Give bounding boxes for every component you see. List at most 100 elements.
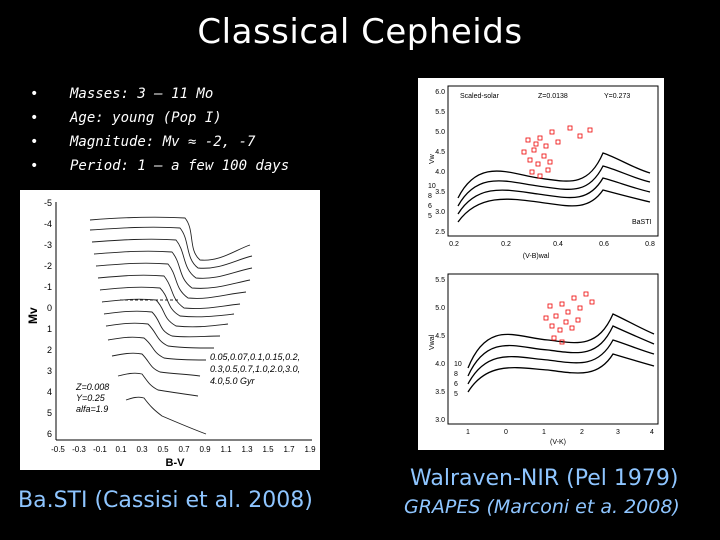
mass-label: 5 bbox=[428, 213, 432, 220]
y-tick-label: 3 bbox=[47, 366, 52, 376]
x-tick-label: 1.1 bbox=[220, 445, 232, 454]
bullet-list: • Masses: 3 – 11 Mo • Age: young (Pop I) •… bbox=[30, 82, 289, 178]
bullet-text: Masses: 3 – 11 Mo bbox=[70, 86, 214, 102]
y-tick-label: 5.0 bbox=[435, 305, 445, 312]
y-tick-label: 6.0 bbox=[435, 89, 445, 96]
x-tick-label: 0.4 bbox=[553, 241, 563, 248]
x-tick-label: 1.5 bbox=[262, 445, 274, 454]
x-tick-label: 0.5 bbox=[157, 445, 169, 454]
y-tick-label: -4 bbox=[44, 219, 52, 229]
x-tick-label: -0.5 bbox=[51, 445, 65, 454]
basti-cmd-figure: -5 -4 -3 -2 -1 0 1 2 3 4 5 6 Mv -0.5 -0.… bbox=[20, 190, 320, 470]
bullet-item: • Magnitude: Mv ≈ -2, -7 bbox=[30, 130, 289, 154]
bullet-item: • Period: 1 – a few 100 days bbox=[30, 154, 289, 178]
bullet-item: • Age: young (Pop I) bbox=[30, 106, 289, 130]
x-tick-label: -0.1 bbox=[93, 445, 107, 454]
bullet-text: Period: 1 – a few 100 days bbox=[70, 158, 290, 174]
y-tick-label: -1 bbox=[44, 282, 52, 292]
y-tick-label: 3.5 bbox=[435, 389, 445, 396]
y-tick-label: 4.0 bbox=[435, 361, 445, 368]
basti-caption: Ba.STI (Cassisi et al. 2008) bbox=[18, 488, 313, 513]
age-list-line: 0.3,0.5,0.7,1.0,2.0,3.0, bbox=[210, 364, 300, 374]
y-tick-label: 6 bbox=[47, 429, 52, 439]
top-y-axis-label: Vw bbox=[429, 153, 436, 164]
y-tick-label: 3.0 bbox=[435, 417, 445, 424]
x-tick-label: 0.3 bbox=[136, 445, 148, 454]
bottom-x-axis-label: (V-K) bbox=[550, 439, 566, 446]
y-tick-label: 5.5 bbox=[435, 277, 445, 284]
mass-label: 6 bbox=[454, 381, 458, 388]
mass-label: 10 bbox=[428, 183, 436, 190]
y-tick-label: -2 bbox=[44, 261, 52, 271]
y-tick-label: 4.5 bbox=[435, 149, 445, 156]
y-tick-label: 2.5 bbox=[435, 229, 445, 236]
y-axis-label: Mv bbox=[26, 307, 40, 324]
top-x-axis-label: (V-B)wal bbox=[523, 253, 550, 260]
model-param: Z=0.008 bbox=[75, 382, 109, 392]
walraven-caption: Walraven-NIR (Pel 1979) bbox=[410, 466, 679, 491]
composition-label: Y=0.273 bbox=[604, 93, 630, 100]
bottom-model-tracks bbox=[467, 313, 655, 393]
y-tick-label: 3.0 bbox=[435, 209, 445, 216]
y-tick-label: 4.0 bbox=[435, 169, 445, 176]
model-tag: BaSTI bbox=[632, 219, 652, 226]
bullet-marker: • bbox=[30, 134, 39, 150]
bullet-marker: • bbox=[30, 86, 39, 102]
y-tick-label: -5 bbox=[44, 198, 52, 208]
bullet-text: Age: young (Pop I) bbox=[70, 110, 222, 126]
x-axis-label: B-V bbox=[166, 457, 186, 469]
slide-title: Classical Cepheids bbox=[197, 12, 523, 52]
y-tick-label: 5.5 bbox=[435, 109, 445, 116]
y-tick-label: -3 bbox=[44, 240, 52, 250]
x-tick-label: 1 bbox=[542, 429, 546, 436]
y-tick-label: 4.5 bbox=[435, 333, 445, 340]
age-list-line: 4.0,5.0 Gyr bbox=[210, 376, 256, 386]
y-tick-label: 4 bbox=[47, 387, 52, 397]
y-tick-label: 2 bbox=[47, 345, 52, 355]
age-list-line: 0.05,0.07,0.1,0.15,0.2, bbox=[210, 352, 300, 362]
bottom-panel-frame bbox=[447, 273, 659, 425]
bullet-item: • Masses: 3 – 11 Mo bbox=[30, 82, 289, 106]
composition-label: Scaled-solar bbox=[460, 93, 500, 100]
composition-label: Z=0.0138 bbox=[538, 93, 568, 100]
x-tick-label: 1.7 bbox=[283, 445, 295, 454]
x-tick-label: 1 bbox=[466, 429, 470, 436]
x-tick-label: 0 bbox=[504, 429, 508, 436]
mass-label: 5 bbox=[454, 391, 458, 398]
x-tick-label: 3 bbox=[616, 429, 620, 436]
x-tick-label: 0.2 bbox=[501, 241, 511, 248]
mass-label: 8 bbox=[428, 193, 432, 200]
y-tick-label: 3.5 bbox=[435, 189, 445, 196]
bullet-marker: • bbox=[30, 110, 39, 126]
x-tick-label: 0.9 bbox=[199, 445, 211, 454]
x-tick-label: 4 bbox=[650, 429, 654, 436]
mass-label: 10 bbox=[454, 361, 462, 368]
bottom-observed-points bbox=[543, 291, 595, 345]
y-tick-label: 5.0 bbox=[435, 129, 445, 136]
bullet-text: Magnitude: Mv ≈ -2, -7 bbox=[70, 134, 256, 150]
y-tick-label: 0 bbox=[47, 303, 52, 313]
mass-label: 6 bbox=[428, 203, 432, 210]
x-tick-label: 0.6 bbox=[599, 241, 609, 248]
x-tick-label: -0.3 bbox=[72, 445, 86, 454]
y-tick-label: 5 bbox=[47, 408, 52, 418]
model-param: alfa=1.9 bbox=[76, 404, 108, 414]
x-tick-label: 1.9 bbox=[304, 445, 316, 454]
x-tick-label: 0.7 bbox=[178, 445, 190, 454]
model-param: Y=0.25 bbox=[76, 393, 106, 403]
grapes-caption: GRAPES (Marconi et a. 2008) bbox=[404, 496, 680, 518]
isochrone-curves bbox=[89, 216, 253, 435]
x-tick-label: 0.8 bbox=[645, 241, 655, 248]
grapes-figure: 6.0 5.5 5.0 4.5 4.0 3.5 3.0 2.5 0.2 0.2 … bbox=[418, 78, 664, 450]
x-tick-label: 0.2 bbox=[449, 241, 459, 248]
top-panel-frame bbox=[447, 85, 659, 237]
x-tick-label: 2 bbox=[580, 429, 584, 436]
top-observed-points bbox=[521, 125, 593, 179]
basti-cmd-plot: -5 -4 -3 -2 -1 0 1 2 3 4 5 6 Mv -0.5 -0.… bbox=[26, 198, 316, 469]
mass-label: 8 bbox=[454, 371, 458, 378]
grapes-plots: 6.0 5.5 5.0 4.5 4.0 3.5 3.0 2.5 0.2 0.2 … bbox=[428, 85, 659, 446]
x-tick-label: 1.3 bbox=[241, 445, 253, 454]
x-tick-label: 0.1 bbox=[115, 445, 127, 454]
bullet-marker: • bbox=[30, 158, 39, 174]
bottom-y-axis-label: Vwal bbox=[429, 334, 436, 350]
